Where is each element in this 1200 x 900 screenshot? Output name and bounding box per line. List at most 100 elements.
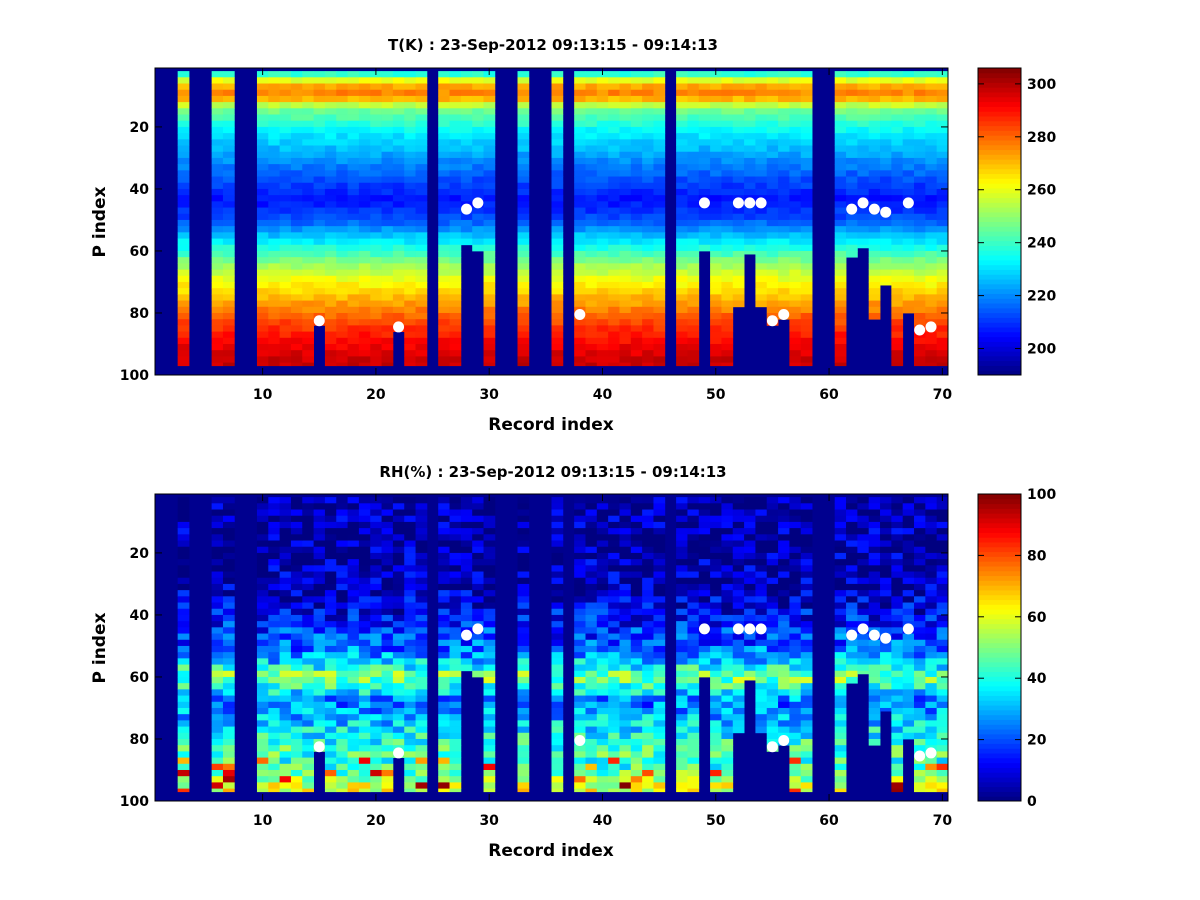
heatmap-cell — [358, 319, 371, 326]
heatmap-cell — [336, 552, 348, 560]
heatmap-cell — [732, 164, 745, 171]
heatmap-cell — [800, 108, 813, 115]
heatmap-cell — [358, 546, 371, 554]
heatmap-cell — [778, 232, 790, 239]
heatmap-cell — [721, 639, 734, 647]
heatmap-cell — [449, 77, 462, 84]
heatmap-cell — [653, 608, 666, 616]
heatmap-cell — [336, 188, 348, 196]
heatmap-cell — [415, 627, 428, 634]
heatmap-cell — [653, 645, 666, 653]
heatmap-cell — [404, 571, 416, 579]
heatmap-cell — [438, 157, 450, 165]
heatmap-cell — [460, 515, 473, 523]
heatmap-cell — [370, 182, 382, 190]
heatmap-cell — [653, 151, 666, 159]
heatmap-cell — [925, 83, 938, 91]
heatmap-cell — [517, 356, 530, 363]
heatmap-cell — [721, 108, 734, 115]
heatmap-cell — [460, 658, 473, 665]
record-column-45 — [653, 497, 666, 793]
colorbar-segment — [978, 77, 1021, 83]
heatmap-cell — [415, 201, 428, 208]
heatmap-cell — [585, 707, 598, 715]
heatmap-cell — [687, 577, 700, 585]
heatmap-cell — [313, 658, 326, 665]
heatmap-cell — [744, 157, 756, 165]
heatmap-cell — [925, 350, 938, 357]
heatmap-cell — [211, 769, 224, 777]
heatmap-cell — [687, 350, 700, 357]
heatmap-cell — [336, 300, 348, 308]
heatmap-cell — [619, 250, 632, 258]
heatmap-cell — [891, 577, 904, 585]
heatmap-cell — [324, 207, 337, 215]
heatmap-cell — [755, 559, 768, 566]
heatmap-cell — [358, 102, 371, 109]
heatmap-cell — [381, 188, 394, 196]
heatmap-cell — [336, 546, 348, 554]
heatmap-cell — [256, 621, 269, 628]
heatmap-cell — [370, 695, 382, 703]
heatmap-cell — [914, 89, 926, 97]
heatmap-cell — [857, 497, 870, 504]
heatmap-cell — [347, 275, 360, 283]
heatmap-cell — [721, 627, 734, 634]
heatmap-cell — [211, 77, 224, 84]
heatmap-cell — [290, 645, 303, 653]
heatmap-cell — [800, 645, 813, 653]
heatmap-cell — [710, 658, 722, 665]
heatmap-cell — [381, 244, 394, 252]
heatmap-cell — [211, 350, 224, 357]
heatmap-cell — [914, 306, 926, 314]
heatmap-cell — [302, 701, 314, 709]
heatmap-cell — [585, 151, 598, 159]
heatmap-cell — [585, 664, 598, 672]
heatmap-cell — [370, 325, 382, 332]
heatmap-cell — [415, 503, 428, 510]
heatmap-cell — [358, 707, 371, 715]
heatmap-cell — [551, 528, 564, 535]
heatmap-cell — [596, 596, 609, 603]
heatmap-cell — [517, 306, 530, 314]
heatmap-cell — [347, 503, 360, 510]
heatmap-cell — [472, 633, 484, 641]
heatmap-cell — [925, 306, 938, 314]
heatmap-cell — [676, 497, 688, 504]
heatmap-cell — [585, 325, 598, 332]
heatmap-cell — [755, 164, 768, 171]
heatmap-cell — [302, 188, 314, 196]
heatmap-cell — [676, 108, 688, 115]
heatmap-cell — [608, 540, 620, 548]
heatmap-cell — [687, 269, 700, 277]
heatmap-cell — [574, 145, 586, 153]
heatmap-cell — [925, 269, 938, 277]
heatmap-cell — [381, 701, 394, 709]
heatmap-cell — [449, 164, 462, 171]
colorbar-segment — [978, 226, 1021, 232]
heatmap-cell — [370, 658, 382, 665]
heatmap-cell — [517, 337, 530, 345]
heatmap-cell — [868, 226, 881, 233]
heatmap-cell — [483, 695, 496, 703]
heatmap-cell — [596, 157, 609, 165]
heatmap-cell — [347, 528, 360, 535]
heatmap-cell — [381, 658, 394, 665]
heatmap-cell — [302, 652, 314, 659]
heatmap-cell — [449, 275, 462, 283]
heatmap-cell — [698, 114, 711, 122]
heatmap-cell — [302, 509, 314, 517]
heatmap-cell — [415, 664, 428, 672]
heatmap-cell — [619, 263, 632, 270]
heatmap-cell — [868, 540, 881, 548]
heatmap-cell — [302, 114, 314, 122]
record-column-3 — [177, 71, 190, 367]
heatmap-cell — [279, 639, 292, 647]
colorbar-segment — [978, 130, 1021, 136]
heatmap-cell — [642, 732, 654, 740]
heatmap-cell — [313, 565, 326, 572]
heatmap-cell — [483, 232, 496, 239]
record-column-61 — [834, 497, 847, 793]
heatmap-cell — [596, 614, 609, 622]
heatmap-cell — [653, 701, 666, 709]
